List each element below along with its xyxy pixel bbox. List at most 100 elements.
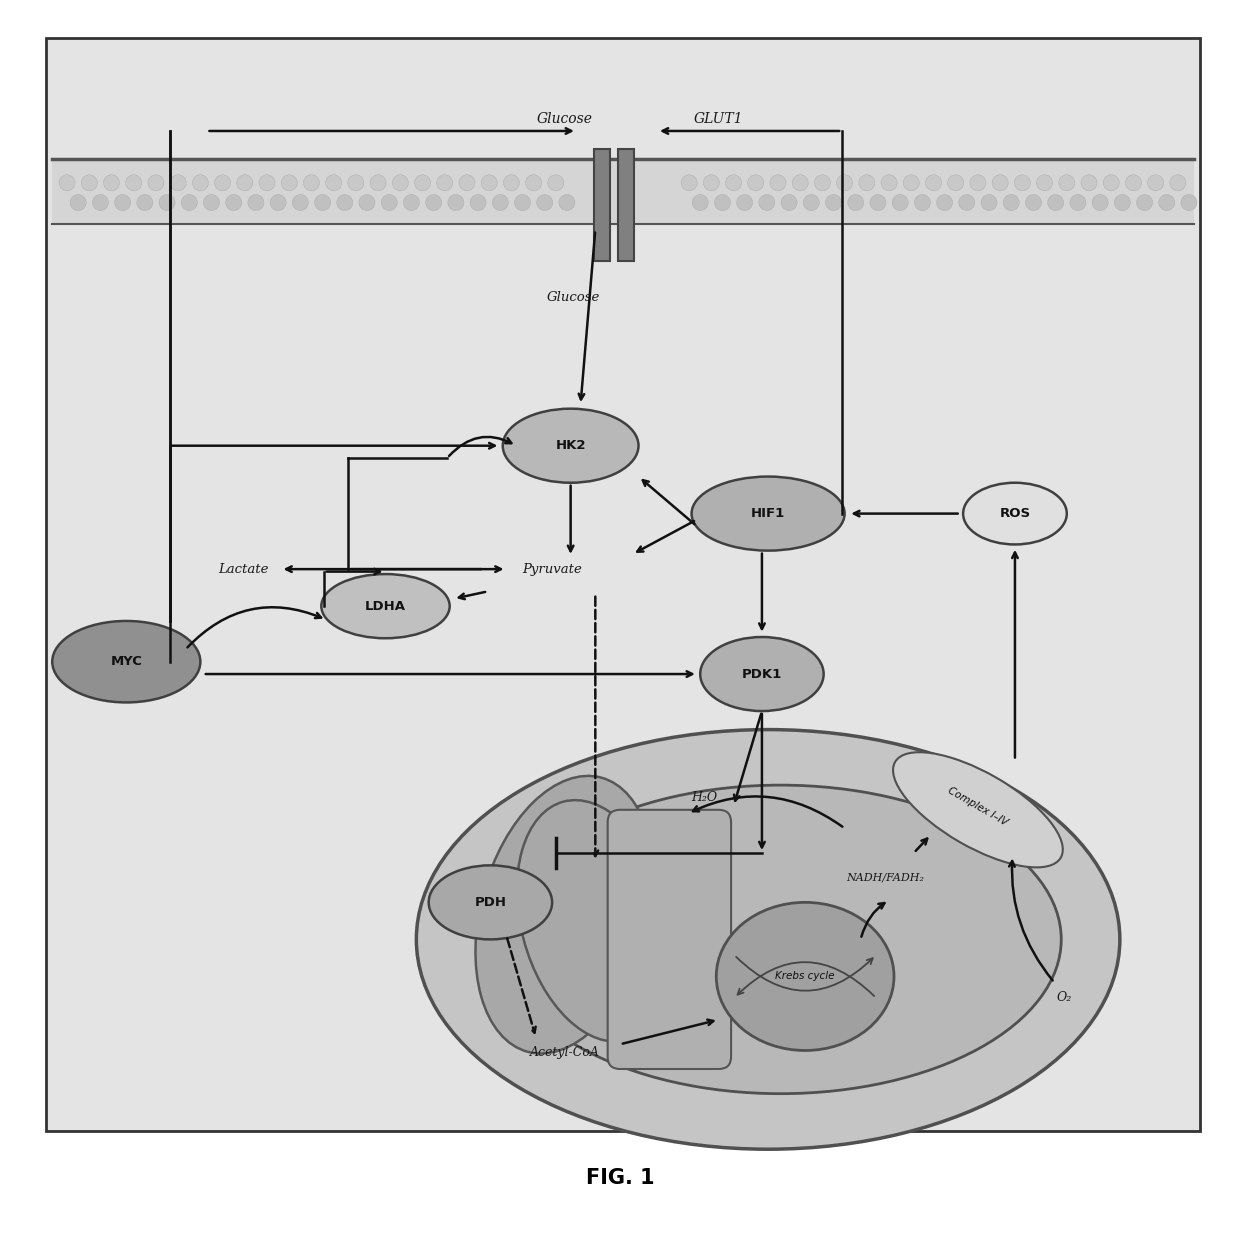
Circle shape [936,194,952,210]
Circle shape [826,194,842,210]
Circle shape [804,194,820,210]
Circle shape [1115,194,1131,210]
Circle shape [481,174,497,190]
Circle shape [548,174,564,190]
Circle shape [837,174,853,190]
FancyBboxPatch shape [618,150,634,261]
Circle shape [370,174,386,190]
Ellipse shape [517,800,673,1042]
Circle shape [203,194,219,210]
Circle shape [681,174,697,190]
Text: Krebs cycle: Krebs cycle [775,971,835,981]
Circle shape [293,194,309,210]
Circle shape [459,174,475,190]
Text: LDHA: LDHA [365,600,405,612]
Circle shape [1104,174,1120,190]
Circle shape [103,174,119,190]
Circle shape [992,174,1008,190]
Circle shape [192,174,208,190]
Circle shape [237,174,253,190]
Circle shape [1025,194,1042,210]
Circle shape [970,174,986,190]
Text: Glucose: Glucose [537,111,593,126]
Ellipse shape [321,574,450,638]
Circle shape [1037,174,1053,190]
Circle shape [71,194,87,210]
Ellipse shape [500,785,1061,1094]
Circle shape [181,194,197,210]
Ellipse shape [417,730,1120,1149]
Circle shape [981,194,997,210]
Circle shape [725,174,742,190]
Circle shape [425,194,441,210]
Circle shape [815,174,831,190]
Circle shape [1169,174,1185,190]
Circle shape [281,174,298,190]
FancyBboxPatch shape [52,160,1194,224]
Circle shape [515,194,531,210]
Circle shape [859,174,875,190]
Circle shape [925,174,941,190]
Circle shape [60,174,76,190]
Circle shape [692,194,708,210]
Circle shape [170,174,186,190]
Circle shape [1003,194,1019,210]
Circle shape [403,194,419,210]
Ellipse shape [429,866,552,939]
Circle shape [136,194,153,210]
Circle shape [270,194,286,210]
Text: Complex I–IV: Complex I–IV [946,785,1009,828]
Circle shape [114,194,130,210]
Circle shape [436,174,453,190]
Ellipse shape [692,476,844,550]
Circle shape [470,194,486,210]
Circle shape [259,174,275,190]
Circle shape [947,174,963,190]
Circle shape [903,174,919,190]
Circle shape [892,194,908,210]
Circle shape [148,174,164,190]
Text: O₂: O₂ [1056,991,1071,1004]
Ellipse shape [717,902,894,1050]
Circle shape [526,174,542,190]
Circle shape [326,174,342,190]
Circle shape [1158,194,1174,210]
Circle shape [914,194,930,210]
Ellipse shape [893,752,1063,867]
Circle shape [959,194,975,210]
Ellipse shape [475,776,653,1054]
Circle shape [759,194,775,210]
Circle shape [1048,194,1064,210]
Circle shape [792,174,808,190]
Circle shape [781,194,797,210]
Text: HIF1: HIF1 [751,507,785,520]
Text: Lactate: Lactate [218,563,268,575]
Circle shape [1092,194,1109,210]
Circle shape [737,194,753,210]
Circle shape [714,194,730,210]
Circle shape [492,194,508,210]
Text: GLUT1: GLUT1 [694,111,744,126]
Circle shape [392,174,408,190]
Circle shape [1126,174,1142,190]
Circle shape [358,194,374,210]
Circle shape [1070,194,1086,210]
Circle shape [1148,174,1163,190]
Circle shape [337,194,353,210]
Ellipse shape [52,621,201,703]
Circle shape [226,194,242,210]
Circle shape [1137,194,1152,210]
Circle shape [1180,194,1197,210]
Circle shape [703,174,719,190]
Text: Acetyl-CoA: Acetyl-CoA [529,1047,599,1059]
Circle shape [92,194,108,210]
Circle shape [1059,174,1075,190]
Circle shape [848,194,864,210]
Circle shape [315,194,331,210]
Circle shape [748,174,764,190]
Circle shape [215,174,231,190]
Ellipse shape [701,637,823,711]
FancyBboxPatch shape [594,150,610,261]
Text: NADH/FADH₂: NADH/FADH₂ [847,872,924,883]
Circle shape [448,194,464,210]
